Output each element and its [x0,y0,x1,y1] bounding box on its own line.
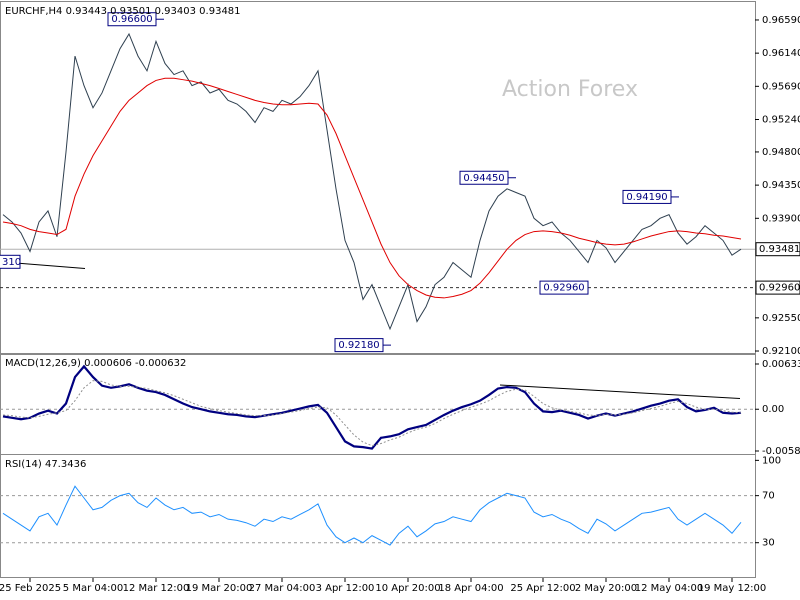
x-tick-label: 3 Apr 12:00 [316,583,375,594]
trendline [499,384,741,400]
price-axis-box [755,242,800,257]
annotation-label: 0.94450 [463,173,504,184]
y-tick-label: 0.96140 [762,48,800,59]
x-tick-label: 19 May 12:00 [698,583,767,594]
y-tick-label: 70 [762,491,775,502]
panel-frame [0,1,756,355]
x-tick-label: 27 Mar 04:00 [249,583,316,594]
x-tick-label: 18 Apr 04:00 [438,583,503,594]
watermark: Action Forex [502,77,638,102]
series-line [2,485,742,546]
x-tick-label: 10 Apr 20:00 [375,583,440,594]
y-tick-label: 0.00 [762,404,784,415]
x-tick-label: 25 Apr 12:00 [510,583,575,594]
annotation-label: 0.92960 [543,283,584,294]
price-axis-label: 0.93481 [759,244,800,255]
y-tick-label: 0.94350 [762,180,800,191]
y-tick-label: 0.92550 [762,313,800,324]
y-tick-label: 0.94800 [762,147,800,158]
x-tick-label: 25 Feb 2025 [0,583,61,594]
panel-frame [0,454,756,578]
trendline-label: 310 [2,257,21,268]
panel-title: EURCHF,H4 0.93443 0.93501 0.93403 0.9348… [5,6,241,17]
y-tick-label: 100 [762,455,781,466]
annotation-label: 0.96600 [111,14,152,25]
x-tick-label: 2 May 20:00 [575,583,637,594]
annotation-box [622,189,672,204]
price-axis-label: 0.92960 [759,283,800,294]
panel-title: MACD(12,26,9) 0.000606 -0.000632 [5,358,186,369]
y-tick-label: 0.95240 [762,115,800,126]
x-tick-label: 12 May 04:00 [635,583,704,594]
annotation-box [107,12,157,27]
y-tick-label: 0.92100 [762,346,800,357]
y-tick-label: -0.005845 [762,446,800,457]
price-axis-box [755,280,800,295]
y-tick-label: 30 [762,538,775,549]
x-tick-label: 5 Mar 04:00 [63,583,123,594]
y-tick-label: 0.95690 [762,81,800,92]
annotation-box [334,338,384,353]
x-tick-label: 19 Mar 20:00 [186,583,253,594]
annotation-label: 0.92180 [338,340,379,351]
y-tick-label: 0.96590 [762,15,800,26]
x-tick-label: 12 Mar 12:00 [123,583,190,594]
series-line [2,77,742,299]
series-line [2,364,742,450]
series-line [2,32,742,331]
panel-title: RSI(14) 47.3436 [5,459,86,470]
y-tick-label: 0.93900 [762,213,800,224]
y-tick-label: 0.006332 [762,359,800,370]
annotation-box [539,280,589,295]
trendline-box [0,254,21,269]
annotation-label: 0.94190 [626,192,667,203]
annotation-box [459,170,509,185]
